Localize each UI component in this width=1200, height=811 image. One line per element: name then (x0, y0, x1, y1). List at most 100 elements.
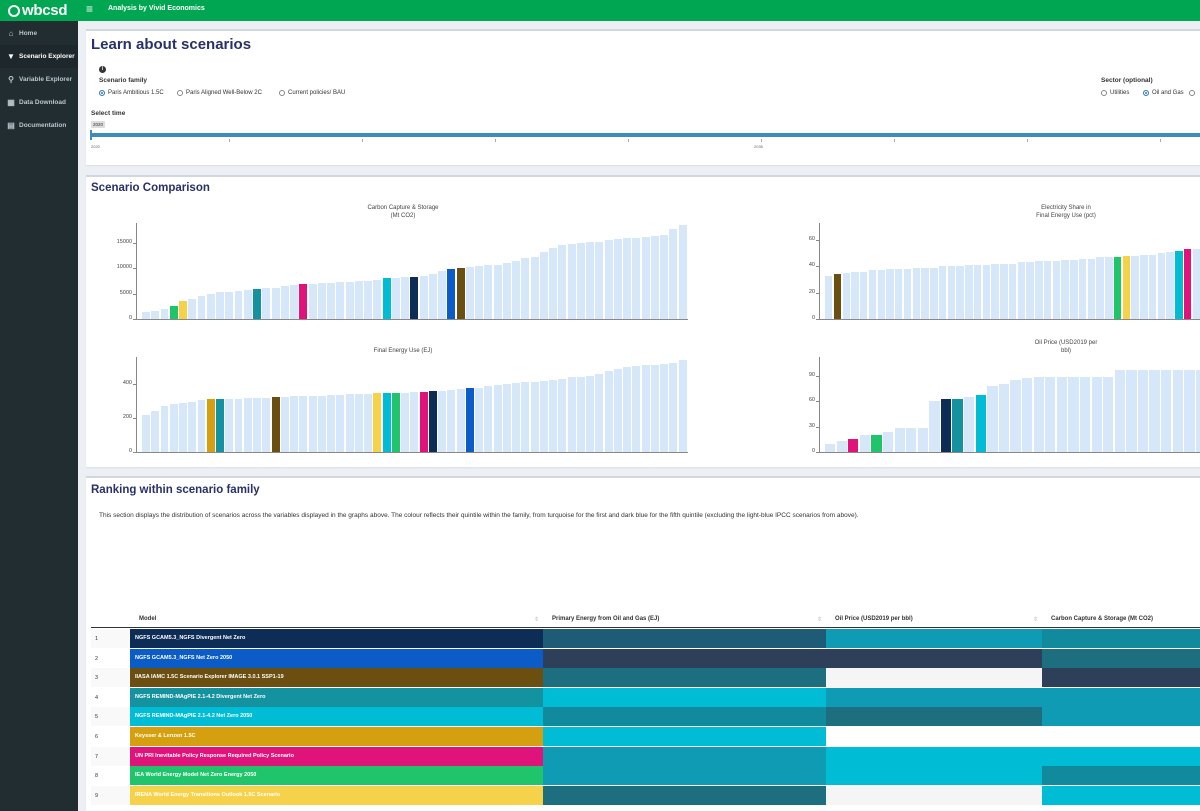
highlighted-bar[interactable] (871, 435, 882, 452)
time-slider-handle[interactable] (90, 130, 92, 140)
chart-bar[interactable] (1172, 369, 1183, 452)
chart-bar[interactable] (1096, 257, 1104, 319)
radio-utilities[interactable]: Utilities (1101, 90, 1129, 96)
radio-oil-and-gas[interactable]: Oil and Gas (1143, 90, 1184, 96)
column-header-model[interactable]: Model (139, 616, 157, 622)
chart-bar[interactable] (401, 392, 410, 452)
sidebar-item-data-download[interactable]: ▦ Data Download (0, 91, 78, 114)
chart-bar[interactable] (859, 435, 871, 452)
time-slider-track[interactable] (91, 133, 1200, 137)
chart-bar[interactable] (484, 386, 493, 452)
chart-bar[interactable] (956, 266, 964, 319)
chart-bar[interactable] (825, 443, 836, 452)
chart-bar[interactable] (1140, 254, 1148, 319)
highlighted-bar[interactable] (216, 399, 224, 452)
chart-bar[interactable] (1017, 262, 1026, 319)
chart-bar[interactable] (1061, 259, 1069, 319)
chart-bar[interactable] (512, 260, 521, 319)
chart-bar[interactable] (894, 428, 905, 452)
chart-bar[interactable] (851, 271, 859, 319)
chart-bar[interactable] (475, 266, 484, 319)
radio-paris-ambitious[interactable]: Paris Ambitious 1.5C (99, 90, 164, 96)
chart-bar[interactable] (938, 266, 947, 319)
chart-bar[interactable] (930, 267, 938, 319)
column-header-oil-price[interactable]: Oil Price (USD2019 per bbl) (835, 616, 913, 622)
chart-bar[interactable] (262, 288, 271, 319)
radio-more[interactable] (1189, 90, 1198, 96)
chart-bar[interactable] (142, 414, 150, 452)
highlighted-bar[interactable] (271, 397, 280, 452)
table-row[interactable]: 4 NGFS REMIND-MAgPIE 2.1-4.2 Divergent Ne… (91, 687, 1200, 707)
highlighted-bar[interactable] (391, 392, 400, 452)
chart-bar[interactable] (521, 258, 530, 319)
chart-bar[interactable] (188, 401, 197, 452)
chart-bar[interactable] (317, 395, 326, 452)
chart-bar[interactable] (604, 370, 613, 452)
chart-bar[interactable] (364, 280, 373, 319)
table-row[interactable]: 2 NGFS GCAM5.3_NGFS Net Zero 2050 (91, 648, 1200, 668)
chart-bar[interactable] (438, 271, 447, 319)
wbcsd-logo[interactable]: wbcsd (0, 0, 78, 21)
chart-bar[interactable] (475, 387, 484, 452)
chart-bar[interactable] (660, 235, 669, 319)
chart-bar[interactable] (998, 384, 1010, 452)
chart-bar[interactable] (243, 398, 252, 452)
highlighted-bar[interactable] (169, 306, 178, 319)
chart-bar[interactable] (669, 229, 678, 319)
highlighted-bar[interactable] (1122, 255, 1131, 319)
sidebar-item-scenario-explorer[interactable]: ▼ Scenario Explorer (0, 45, 78, 68)
sort-icon[interactable]: ⇕ (1033, 617, 1039, 623)
chart-bar[interactable] (586, 375, 595, 452)
chart-bar[interactable] (860, 271, 868, 319)
highlighted-bar[interactable] (465, 388, 474, 452)
chart-bar[interactable] (1070, 259, 1078, 319)
sidebar-item-documentation[interactable]: ▤ Documentation (0, 114, 78, 137)
chart-bar[interactable] (1008, 263, 1017, 319)
chart-bar[interactable] (280, 396, 289, 452)
table-row[interactable]: 6 Keysser & Lenzen 1.5C (91, 727, 1200, 746)
chart-bar[interactable] (1137, 369, 1149, 452)
chart-bar[interactable] (1078, 258, 1087, 319)
chart-bar[interactable] (1184, 369, 1195, 452)
chart-bar[interactable] (502, 263, 511, 319)
highlighted-bar[interactable] (382, 393, 391, 452)
chart-bar[interactable] (1079, 377, 1091, 452)
table-row[interactable]: 3 IIASA IAMC 1.5C Scenario Explorer IMAGE… (91, 668, 1200, 688)
chart-bar[interactable] (206, 293, 215, 319)
chart-bar[interactable] (895, 269, 903, 319)
chart-bar[interactable] (877, 270, 885, 319)
chart-bar[interactable] (1087, 258, 1096, 319)
sidebar-item-home[interactable]: ⌂ Home (0, 22, 78, 45)
chart-bar[interactable] (188, 298, 197, 319)
chart-bar[interactable] (345, 281, 354, 319)
highlighted-bar[interactable] (952, 398, 963, 452)
chart-bar[interactable] (1166, 251, 1174, 319)
chart-bar[interactable] (1114, 369, 1125, 452)
highlighted-bar[interactable] (848, 439, 859, 452)
chart-bar[interactable] (1148, 254, 1157, 319)
table-row[interactable]: 5 NGFS REMIND-MAgPIE 2.1-4.2 Net Zero 205… (91, 707, 1200, 727)
chart-bar[interactable] (678, 225, 687, 319)
chart-bar[interactable] (613, 239, 622, 319)
chart-bar[interactable] (632, 366, 641, 452)
chart-bar[interactable] (1149, 369, 1160, 452)
chart-bar[interactable] (586, 242, 595, 319)
chart-bar[interactable] (868, 270, 877, 319)
chart-bar[interactable] (917, 428, 928, 452)
chart-bar[interactable] (623, 238, 632, 319)
sidebar-item-variable-explorer[interactable]: ⚲ Variable Explorer (0, 68, 78, 91)
chart-bar[interactable] (197, 295, 206, 319)
chart-bar[interactable] (225, 399, 234, 452)
highlighted-bar[interactable] (975, 395, 986, 452)
chart-bar[interactable] (549, 247, 558, 319)
chart-bar[interactable] (613, 368, 622, 452)
chart-bar[interactable] (327, 282, 336, 319)
highlighted-bar[interactable] (1113, 257, 1122, 319)
highlighted-bar[interactable] (382, 278, 391, 319)
chart-bar[interactable] (982, 265, 991, 319)
chart-bar[interactable] (623, 367, 632, 452)
chart-bar[interactable] (836, 440, 847, 452)
chart-bar[interactable] (216, 292, 224, 319)
chart-bar[interactable] (364, 393, 373, 452)
chart-bar[interactable] (669, 362, 678, 452)
